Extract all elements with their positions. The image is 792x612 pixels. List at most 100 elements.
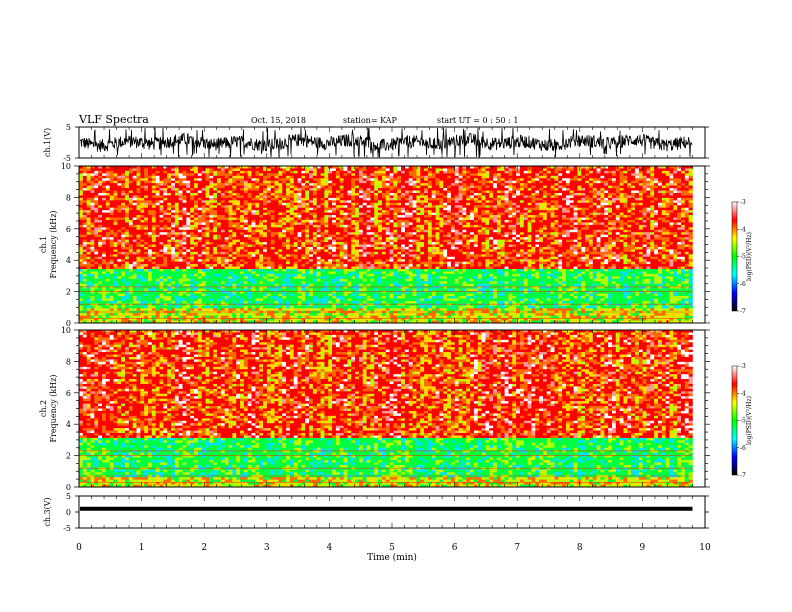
spectrogram-cell (443, 217, 448, 221)
spectrogram-cell (236, 222, 241, 226)
spectrogram-cell (316, 224, 321, 228)
spectrogram-cell (500, 168, 505, 172)
spectrogram-cell (608, 202, 613, 206)
spectrogram-cell (140, 215, 145, 218)
spectrogram-cell (466, 215, 471, 218)
spectrogram-cell (439, 192, 444, 196)
spectrogram-cell (117, 180, 122, 184)
spectrogram-cell (328, 207, 333, 211)
spectrogram-cell (117, 195, 122, 199)
spectrogram-cell (289, 217, 295, 221)
spectrogram-cell (527, 224, 532, 228)
spectrogram-cell (90, 180, 95, 184)
spectrogram-cell (508, 234, 513, 238)
spectrogram-cell (224, 237, 229, 240)
spectrogram-cell (94, 166, 99, 169)
spectrogram-cell (646, 210, 651, 213)
spectrogram-cell (247, 239, 252, 243)
spectrogram-cell (450, 222, 456, 226)
spectrogram-cell (347, 232, 352, 235)
spectrogram-cell (439, 183, 444, 186)
spectrogram-cell (343, 185, 348, 189)
spectrogram-cell (397, 217, 402, 221)
spectrogram-cell (86, 173, 91, 177)
spectrogram-cell (404, 195, 410, 199)
spectrogram-cell (581, 234, 586, 238)
spectrogram-cell (424, 183, 429, 186)
spectrogram-cell (493, 229, 498, 233)
spectrogram-cell (358, 192, 364, 196)
spectrogram-cell (374, 224, 379, 228)
spectrogram-cell (673, 185, 678, 189)
spectrogram-cell (136, 234, 141, 238)
spectrogram-cell (316, 207, 321, 211)
spectrogram-cell (608, 217, 613, 221)
spectrogram-cell (596, 197, 601, 201)
spectrogram-cell (102, 195, 107, 199)
spectrogram-cell (358, 212, 364, 216)
spectrogram-cell (247, 175, 252, 179)
spectrogram-cell (512, 232, 517, 235)
spectrogram-cell (542, 188, 548, 191)
spectrogram-cell (508, 202, 513, 206)
spectrogram-cell (638, 178, 643, 182)
spectrogram-cell (358, 170, 364, 174)
spectrogram-cell (270, 210, 275, 213)
spectrogram-cell (243, 178, 248, 182)
spectrogram-cell (109, 239, 114, 243)
spectrogram-cell (450, 183, 456, 186)
spectrogram-cell (485, 202, 490, 206)
spectrogram-cell (657, 212, 663, 216)
spectrogram-cell (420, 217, 425, 221)
spectrogram-cell (512, 175, 517, 179)
spectrogram-cell (151, 200, 156, 204)
spectrogram-cell (592, 229, 597, 233)
spectrogram-cell (90, 229, 95, 233)
spectrogram-cell (366, 219, 371, 223)
spectrogram-cell (588, 232, 594, 235)
spectrogram-cell (665, 190, 670, 194)
spectrogram-cell (661, 234, 666, 238)
spectrogram-cell (90, 239, 95, 243)
spectrogram-cell (508, 212, 513, 216)
spectrogram-cell (481, 173, 486, 177)
spectrogram-cell (79, 175, 84, 179)
spectrogram-cell (102, 175, 107, 179)
spectrogram-cell (481, 205, 486, 208)
spectrogram-cell (654, 210, 659, 213)
spectrogram-cell (82, 217, 87, 221)
spectrogram-cell (247, 229, 252, 233)
spectrogram-cell (573, 215, 578, 218)
spectrogram-cell (293, 224, 298, 228)
spectrogram-cell (531, 180, 536, 184)
spectrogram-cell (201, 202, 206, 206)
spectrogram-cell (565, 229, 571, 233)
spectrogram-cell (688, 197, 693, 201)
spectrogram-cell (631, 197, 636, 201)
spectrogram-cell (94, 224, 99, 228)
spectrogram-cell (209, 224, 214, 228)
spectrogram-cell (669, 185, 674, 189)
spectrogram-cell (642, 192, 647, 196)
spectrogram-cell (297, 183, 302, 186)
spectrogram-cell (397, 195, 402, 199)
spectrogram-cell (665, 175, 670, 179)
spectrogram-cell (654, 170, 659, 174)
spectrogram-cell (362, 183, 367, 186)
spectrogram-cell (186, 239, 191, 243)
spectrogram-cell (286, 188, 291, 191)
spectrogram-cell (508, 197, 513, 201)
spectrogram-cell (416, 202, 421, 206)
spectrogram-cell (194, 212, 199, 216)
spectrogram-cell (117, 170, 122, 174)
spectrogram-cell (508, 190, 513, 194)
spectrogram-cell (144, 202, 149, 206)
spectrogram-cell (661, 219, 666, 223)
spectrogram-cell (316, 232, 321, 235)
spectrogram-cell (113, 212, 118, 216)
spectrogram-cell (98, 190, 103, 194)
spectrogram-cell (585, 222, 590, 226)
spectrogram-cell (132, 205, 137, 208)
spectrogram-cell (596, 212, 601, 216)
spectrogram-cell (201, 239, 206, 243)
